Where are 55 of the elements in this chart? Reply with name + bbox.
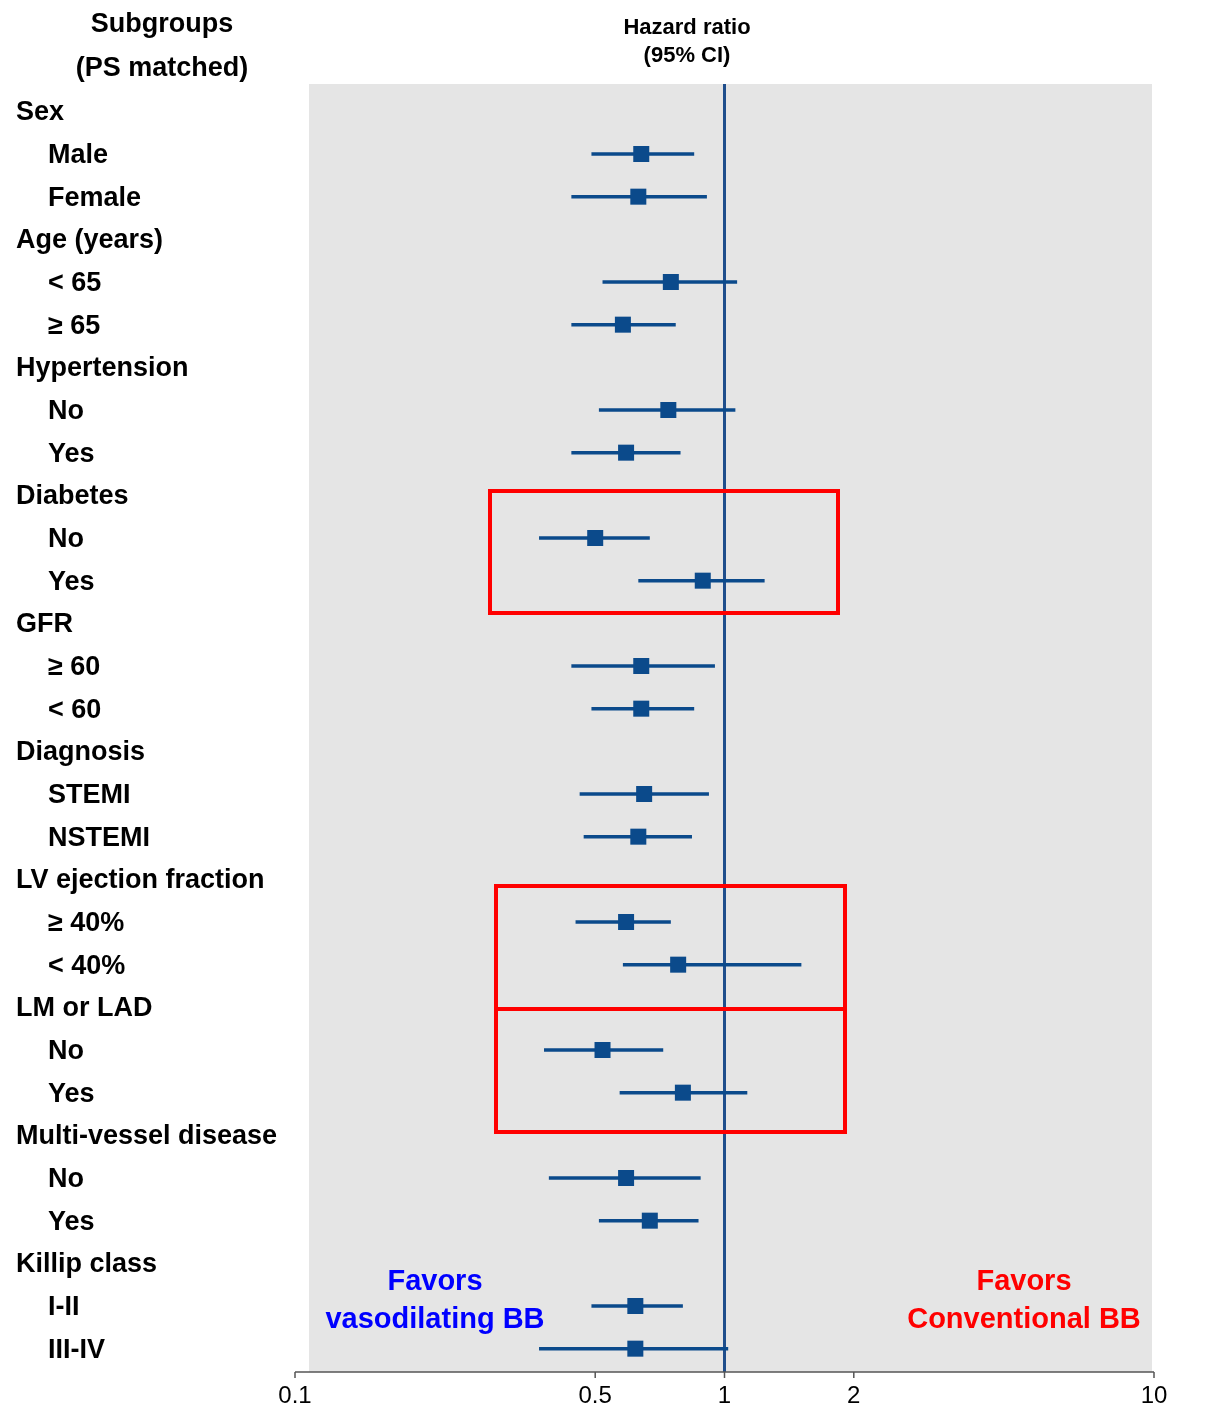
y-tick-label: III-IV (48, 1333, 106, 1364)
text: Killip class (16, 1248, 158, 1279)
point (641, 1212, 658, 1229)
y-tick-label: No (48, 395, 84, 425)
point (618, 1170, 635, 1186)
text: Sex (16, 96, 65, 127)
point (670, 956, 687, 973)
point (618, 444, 635, 461)
text: Multi-vessel disease (16, 1120, 278, 1151)
y-tick-label: STEMI (48, 779, 131, 809)
y-tick-label: Male (48, 139, 109, 169)
y-tick-label: < 60 (48, 693, 102, 724)
point (633, 658, 650, 674)
y-tick-label: < 40% (48, 949, 126, 980)
x-tick-label: 1 (717, 1381, 732, 1408)
x-tick-label: 0.1 (278, 1381, 312, 1408)
y-tick-label: ≥ 65 (48, 309, 101, 340)
text: LM or LAD (16, 992, 153, 1023)
y-tick-label: < 65 (48, 267, 102, 297)
x-tick-label: 2 (847, 1381, 861, 1408)
chart-title: Subgroups (PS matched) (75, 8, 249, 82)
y-tick-label: I-II (48, 1291, 80, 1321)
point (633, 146, 650, 162)
y-tick-label: No (48, 1163, 84, 1193)
point (618, 914, 635, 930)
point (633, 700, 650, 717)
y-tick-label: No (48, 523, 84, 553)
annotation: Favors vasodilating BB (325, 1264, 545, 1334)
y-tick-label: Yes (48, 565, 95, 596)
point (627, 1298, 644, 1314)
x-tick-label: 10 (1140, 1381, 1168, 1408)
y-tick-label: No (48, 1035, 84, 1065)
y-tick-label: NSTEMI (48, 821, 151, 852)
y-tick-label: ≥ 40% (48, 907, 125, 937)
y-tick-label: Yes (48, 1205, 95, 1236)
point (627, 1340, 644, 1357)
text: LV ejection fraction (16, 864, 265, 895)
point (630, 828, 647, 845)
point (674, 1084, 691, 1101)
y-tick-label: Yes (48, 1077, 95, 1108)
y-tick-label: ≥ 60 (48, 651, 101, 681)
x-tick-label: 0.5 (578, 1381, 612, 1408)
text: Hypertension (16, 352, 189, 383)
annotation: Favors Conventional BB (907, 1264, 1141, 1334)
text: Diabetes (16, 480, 129, 511)
y-tick-label: Female (48, 181, 142, 212)
point (636, 786, 653, 802)
point (630, 188, 647, 205)
point (660, 402, 677, 418)
point (662, 274, 679, 290)
text: Diagnosis (16, 736, 146, 767)
x-axis-title: Hazard ratio (95% CI) (623, 14, 751, 67)
text: Age (years) (16, 224, 164, 255)
y-tick-label: Yes (48, 437, 95, 468)
text: GFR (16, 608, 73, 639)
